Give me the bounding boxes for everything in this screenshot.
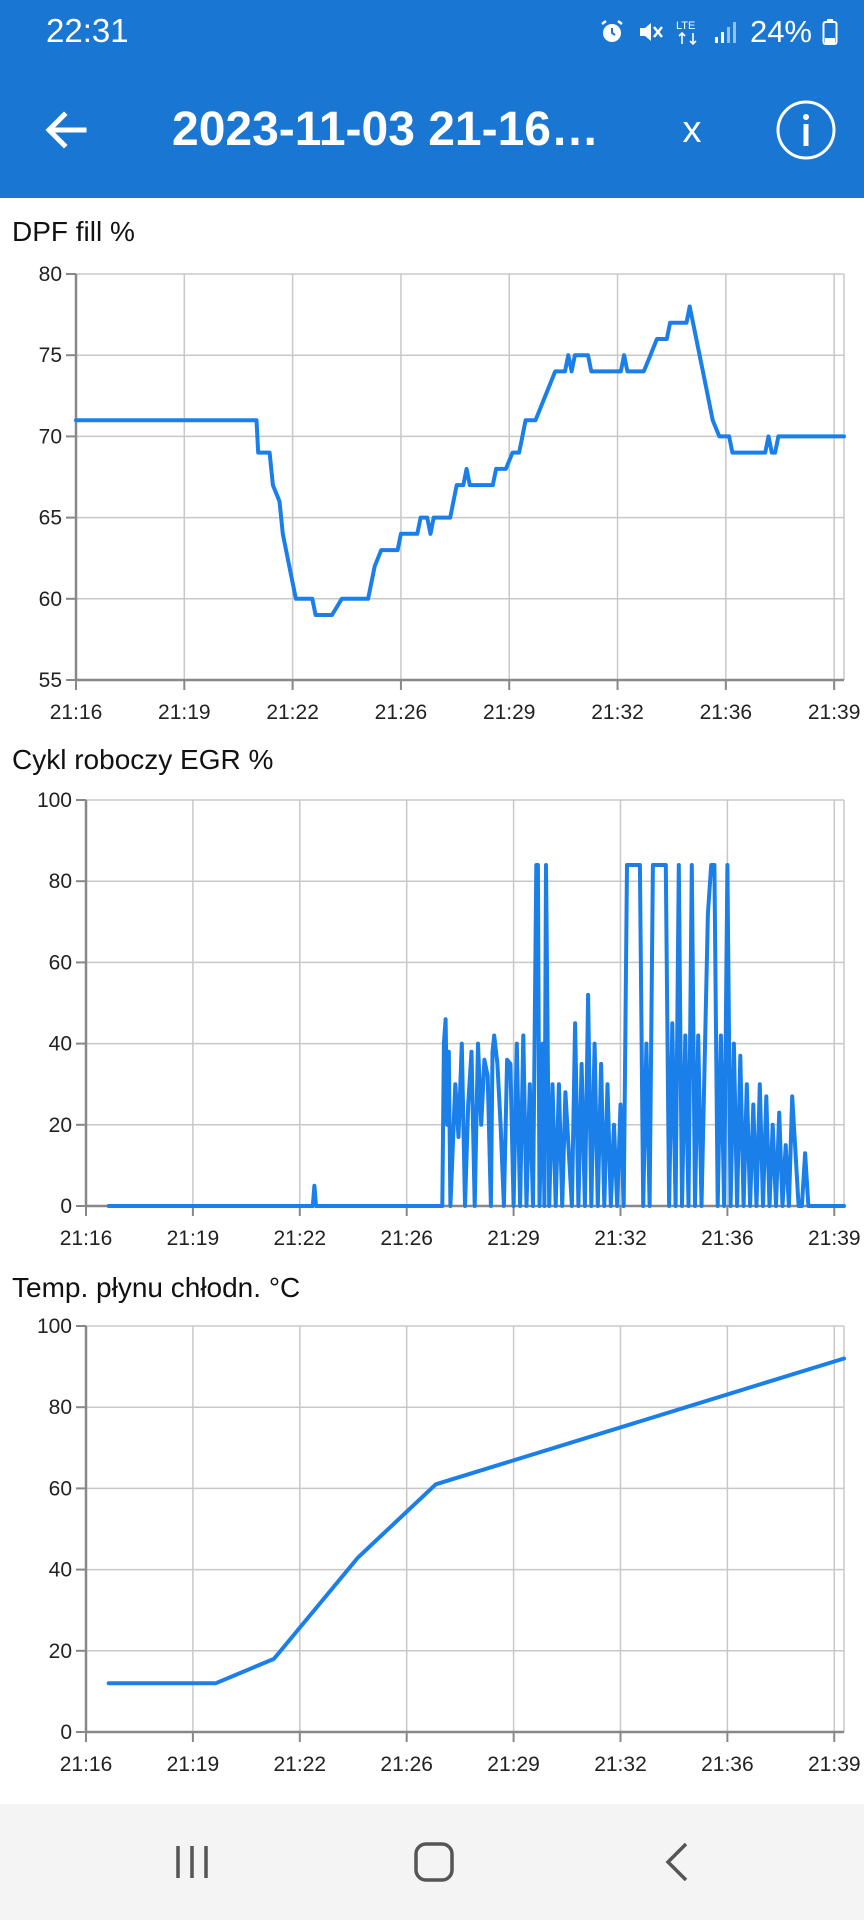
series-line [106,1356,846,1686]
x-tick-label: 21:29 [487,1753,540,1776]
x-tick-label: 21:22 [266,701,319,724]
chart-egr-duty-cycle[interactable]: Cykl roboczy EGR % 21:16 21:19 21:22 21:26 2… [0,726,864,1254]
y-tick-label: 70 [39,425,62,448]
y-tick-label: 55 [39,669,62,692]
y-tick-label: 20 [49,1640,72,1663]
alarm-icon [601,20,623,42]
chart-title: DPF fill % [12,216,135,247]
y-tick-label: 65 [39,507,62,530]
status-bar: 22:31 LTE 24% [0,0,864,66]
recent-apps-icon [176,1846,208,1878]
y-tick-label: 40 [49,1033,72,1056]
x-tick-label: 21:19 [167,1753,220,1776]
chart-title: Cykl roboczy EGR % [12,744,274,775]
x-tick-label: 21:36 [701,1753,754,1776]
x-tick-label: 21:22 [274,1227,327,1250]
x-tick-label: 21:26 [380,1227,433,1250]
x-tick-label: 21:29 [487,1227,540,1250]
y-tick-label: 60 [49,951,72,974]
arrow-back-icon [45,111,87,149]
x-tick-label: 21:26 [380,1753,433,1776]
close-button[interactable]: x [682,109,702,151]
mute-icon [639,23,663,41]
lte-icon: LTE [676,20,697,46]
x-tick-label: 21:32 [594,1753,647,1776]
back-button[interactable] [36,100,96,160]
x-tick-label: 21:32 [594,1227,647,1250]
y-tick-label: 100 [37,789,72,812]
x-tick-label: 21:39 [808,701,861,724]
home-button[interactable] [404,1832,464,1892]
signal-icon [714,22,736,43]
x-tick-label: 21:32 [591,701,644,724]
x-tick-label: 21:16 [60,1227,113,1250]
svg-text:LTE: LTE [676,20,695,32]
battery-icon [822,19,838,45]
status-time: 22:31 [46,12,129,49]
back-nav-button[interactable] [648,1832,708,1892]
x-tick-label: 21:19 [167,1227,220,1250]
x-tick-label: 21:22 [274,1753,327,1776]
x-tick-label: 21:36 [701,1227,754,1250]
info-button[interactable] [774,98,838,162]
x-tick-label: 21:16 [60,1753,113,1776]
chart-dpf-fill[interactable]: DPF fill % 21:16 21:19 21:22 21:26 21:29 21:3… [0,198,864,726]
status-icons: LTE 24% [598,12,838,52]
chart-svg: 21:16 21:19 21:22 21:26 21:29 21:32 21:36 21:39… [37,1315,861,1776]
x-tick-label: 21:29 [483,701,536,724]
y-tick-label: 0 [60,1721,72,1744]
app-bar: 2023-11-03 21-16-27 x [0,66,864,198]
battery-percent: 24% [749,14,812,49]
x-tick-label: 21:19 [158,701,211,724]
series-line [106,863,846,1208]
info-icon [776,100,836,160]
y-tick-label: 60 [49,1477,72,1500]
x-tick-label: 21:39 [808,1753,861,1776]
page-title: 2023-11-03 21-16-27 [172,103,612,156]
y-tick-label: 100 [37,1315,72,1338]
recent-apps-button[interactable] [162,1832,222,1892]
home-icon [414,1842,454,1882]
y-tick-label: 80 [49,870,72,893]
series-line [74,304,846,617]
chart-coolant-temp[interactable]: Temp. płynu chłodn. °C 21:16 21:19 21:22 21… [0,1254,864,1804]
y-tick-label: 80 [49,1396,72,1419]
x-tick-label: 21:26 [375,701,428,724]
chart-title: Temp. płynu chłodn. °C [12,1272,301,1303]
y-tick-label: 80 [39,263,62,286]
y-tick-label: 60 [39,588,62,611]
x-tick-label: 21:16 [50,701,103,724]
chevron-back-icon [665,1842,688,1882]
chart-svg: 21:16 21:19 21:22 21:26 21:29 21:32 21:36 21:39… [39,263,861,724]
y-tick-label: 75 [39,344,62,367]
y-tick-label: 40 [49,1559,72,1582]
system-nav-bar [0,1804,864,1920]
chart-svg: 21:16 21:19 21:22 21:26 21:29 21:32 21:36 21:39… [37,789,861,1250]
charts-area: DPF fill % 21:16 21:19 21:22 21:26 21:29 21:3… [0,198,864,1804]
y-tick-label: 20 [49,1114,72,1137]
x-tick-label: 21:39 [808,1227,861,1250]
x-tick-label: 21:36 [700,701,753,724]
y-tick-label: 0 [60,1195,72,1218]
